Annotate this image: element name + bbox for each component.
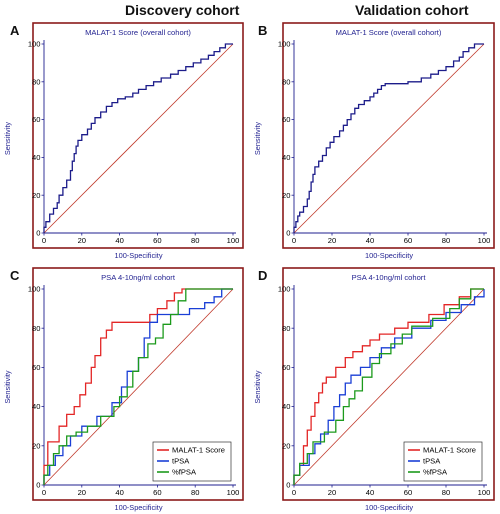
panel-c-x-tick-label: 80 <box>191 488 199 497</box>
column-title-discovery: Discovery cohort <box>125 2 240 18</box>
panel-d-x-tick-label: 40 <box>366 488 374 497</box>
panel-b-y-label: Sensitivity <box>253 122 262 156</box>
panel-c-reference-diagonal <box>43 288 234 486</box>
panel-c-y-tick-label: 40 <box>32 402 40 411</box>
panel-a-y-tick-label: 100 <box>28 40 41 49</box>
panel-a-y-tick-label: 60 <box>32 115 40 124</box>
panel-b-x-tick-label: 80 <box>442 236 450 245</box>
panel-c-x-tick-label: 0 <box>42 488 46 497</box>
panel-a-title: MALAT-1 Score (overall cohort) <box>85 28 191 37</box>
panel-a-y-tick-label: 40 <box>32 153 40 162</box>
panel-c-roc-line--fpsa <box>43 288 233 485</box>
panel-c-y-tick-label: 0 <box>36 481 40 490</box>
panel-a-x-tick-label: 80 <box>191 236 199 245</box>
panel-c-x-label: 100-Specificity <box>114 503 162 512</box>
panel-b-y-tick-label: 40 <box>282 153 290 162</box>
panel-a-x-tick-label: 100 <box>227 236 240 245</box>
panel-c-title: PSA 4-10ng/ml cohort <box>101 273 176 282</box>
panel-d-chart: PSA 4-10ng/ml cohort 0 20 40 60 80 100 0 20 40 60 8… <box>253 267 495 512</box>
panel-d-x-tick-label: 20 <box>328 488 336 497</box>
panel-b-x-label: 100-Specificity <box>365 251 413 260</box>
panel-b-y-tick-label: 0 <box>286 229 290 238</box>
panel-c-roc-line-malat-1-score <box>43 288 233 485</box>
panel-b-x-tick-label: 0 <box>292 236 296 245</box>
panel-a-x-tick-label: 0 <box>42 236 46 245</box>
panel-b-y-tick-label: 80 <box>282 77 290 86</box>
panel-d-x-tick-label: 100 <box>478 488 491 497</box>
panel-d-y-tick-label: 40 <box>282 402 290 411</box>
panel-d-roc-line-tpsa <box>293 289 485 485</box>
panel-d-legend: MALAT-1 Score tPSA %fPSA <box>403 441 483 482</box>
panel-a-roc-line-score <box>43 43 233 233</box>
panel-letter-a: A <box>10 23 20 38</box>
panel-c-legend-label: MALAT-1 Score <box>172 446 225 455</box>
panel-d-y-tick-label: 20 <box>282 441 290 450</box>
panel-d-roc-line-malat-1-score <box>293 288 484 485</box>
panel-d-legend-label: %fPSA <box>423 468 448 477</box>
panel-a-y-label: Sensitivity <box>3 122 12 156</box>
panel-a-y-tick-label: 80 <box>32 77 40 86</box>
panel-d-y-label: Sensitivity <box>253 370 262 404</box>
panel-d-x-tick-label: 80 <box>442 488 450 497</box>
panel-a-x-tick-label: 20 <box>78 236 86 245</box>
panel-d-y-tick-label: 60 <box>282 363 290 372</box>
panel-d-roc-line--fpsa <box>293 288 484 485</box>
panel-c-x-tick-label: 100 <box>227 488 240 497</box>
panel-d-x-label: 100-Specificity <box>365 503 413 512</box>
panel-c-x-tick-label: 40 <box>115 488 123 497</box>
panel-c-legend: MALAT-1 Score tPSA %fPSA <box>152 441 232 482</box>
panel-a-x-label: 100-Specificity <box>114 251 162 260</box>
panel-c-chart: PSA 4-10ng/ml cohort 0 20 40 60 80 100 0 20 40 60 8… <box>3 267 244 512</box>
panel-d-x-tick-label: 60 <box>404 488 412 497</box>
panel-b-x-tick-label: 60 <box>404 236 412 245</box>
panel-b-y-tick-label: 60 <box>282 115 290 124</box>
panel-a-x-tick-label: 40 <box>115 236 123 245</box>
panel-b-x-tick-label: 100 <box>478 236 491 245</box>
panel-letter-b: B <box>258 23 268 38</box>
panel-d-legend-label: tPSA <box>423 457 441 466</box>
panel-c-y-label: Sensitivity <box>3 370 12 404</box>
panel-d-legend-label: MALAT-1 Score <box>423 446 476 455</box>
panel-c-y-tick-label: 80 <box>32 324 40 333</box>
panel-a-y-tick-label: 0 <box>36 229 40 238</box>
panel-c-y-tick-label: 60 <box>32 363 40 372</box>
panel-d-y-tick-label: 0 <box>286 481 290 490</box>
panel-c-y-tick-label: 100 <box>28 285 41 294</box>
panel-d-reference-diagonal <box>293 288 485 486</box>
panel-a-reference-diagonal <box>43 43 234 234</box>
panel-c-y-tick-label: 20 <box>32 441 40 450</box>
panel-b-roc-line-score <box>293 43 484 233</box>
panel-b-y-tick-label: 20 <box>282 191 290 200</box>
panel-letter-c: C <box>10 268 20 283</box>
panel-b-x-tick-label: 40 <box>366 236 374 245</box>
panel-c-legend-label: %fPSA <box>172 468 197 477</box>
panel-d-title: PSA 4-10ng/ml cohort <box>352 273 427 282</box>
panel-d-y-tick-label: 100 <box>278 285 291 294</box>
panel-a-chart: MALAT-1 Score (overall cohort) 0 20 40 60 80 1… <box>3 22 244 260</box>
panel-b-title: MALAT-1 Score (overall cohort) <box>336 28 442 37</box>
panel-b-y-tick-label: 100 <box>278 40 291 49</box>
panel-b-reference-diagonal <box>293 43 485 234</box>
panel-letter-d: D <box>258 268 268 283</box>
panel-d-y-tick-label: 80 <box>282 324 290 333</box>
panel-b-chart: MALAT-1 Score (overall cohort) 0 20 40 60 80 1… <box>253 22 495 260</box>
panel-c-x-tick-label: 60 <box>153 488 161 497</box>
panel-a-x-tick-label: 60 <box>153 236 161 245</box>
panel-a-frame <box>32 22 244 249</box>
column-title-validation: Validation cohort <box>355 2 469 18</box>
panel-c-x-tick-label: 20 <box>78 488 86 497</box>
panel-c-legend-label: tPSA <box>172 457 190 466</box>
panel-d-x-tick-label: 0 <box>292 488 296 497</box>
panel-a-y-tick-label: 20 <box>32 191 40 200</box>
panel-b-x-tick-label: 20 <box>328 236 336 245</box>
